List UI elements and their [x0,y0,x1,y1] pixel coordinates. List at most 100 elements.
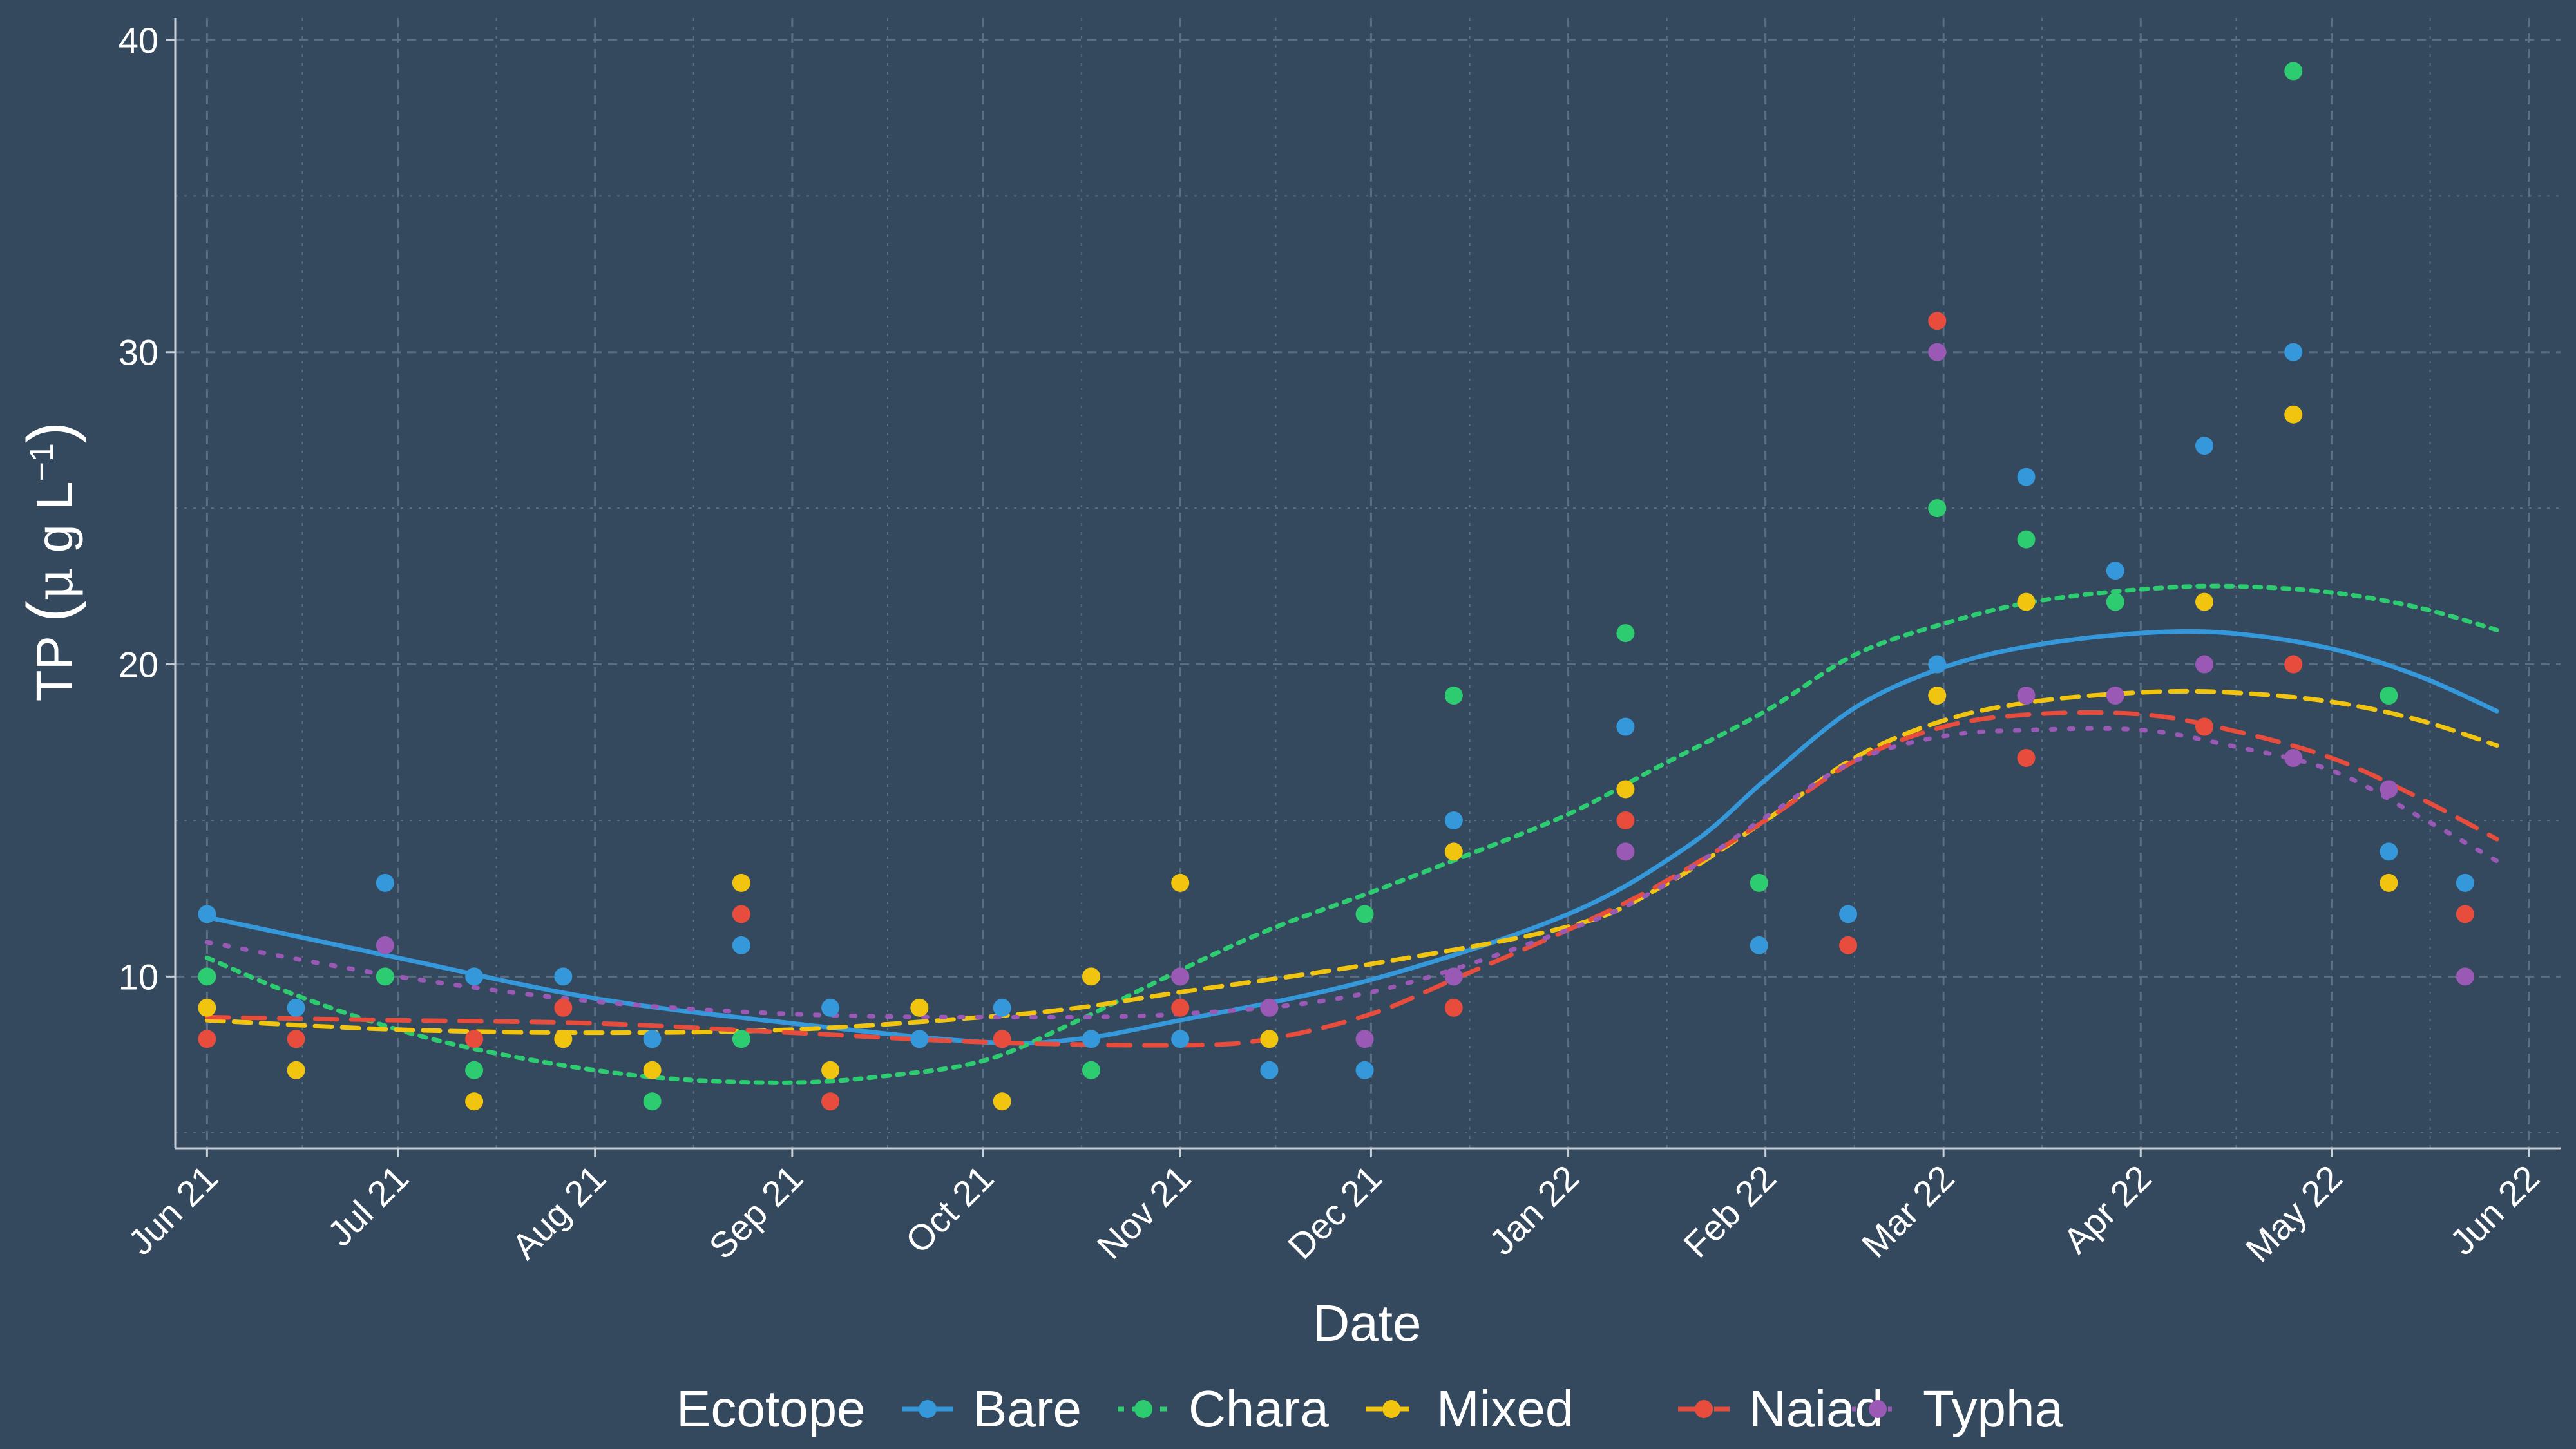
legend-item-typha: Typha [1852,1380,2063,1437]
legend-label-bare: Bare [973,1380,1082,1437]
point-chara [1750,873,1768,892]
point-bare [2456,873,2474,892]
point-bare [1928,655,1947,674]
point-bare [2284,343,2303,361]
point-mixed [2380,873,2398,892]
point-bare [643,1030,662,1048]
point-bare [1839,905,1858,923]
point-typha [376,936,394,954]
y-axis-title-exponent: −1 [23,443,61,481]
point-naiad [993,1030,1011,1048]
point-typha [2380,780,2398,799]
point-bare [465,967,484,986]
point-naiad [2195,717,2214,736]
x-tick-label: Jan 22 [1482,1157,1587,1262]
x-tick-label: Oct 21 [897,1157,1001,1261]
point-bare [2195,437,2214,455]
trend-line-mixed [204,688,2499,1036]
point-naiad [732,905,750,923]
trend-line-typha [204,726,2499,1020]
point-bare [2380,842,2398,861]
point-mixed [1171,873,1190,892]
y-axis-title-main: TP [26,636,83,701]
trend-line-chara [204,583,2499,1085]
point-chara [643,1092,662,1111]
point-bare [993,998,1011,1017]
point-bare [376,873,394,892]
legend-label-typha: Typha [1923,1380,2063,1437]
x-tick-label: Jun 22 [2442,1157,2547,1262]
point-typha [2017,687,2036,705]
point-mixed [1444,842,1463,861]
point-typha [1260,998,1279,1017]
point-bare [1171,1030,1190,1048]
point-chara [732,1030,750,1048]
point-bare [732,936,750,954]
point-naiad [1839,936,1858,954]
x-tick-label: Jul 21 [320,1157,416,1254]
point-bare [198,905,216,923]
point-bare [2017,468,2036,486]
point-chara [1616,624,1635,643]
point-bare [2106,562,2124,580]
point-bare [1082,1030,1100,1048]
point-chara [2106,592,2124,611]
trend-lines [204,583,2499,1085]
x-tick-label: Nov 21 [1089,1157,1199,1267]
point-typha [2106,687,2124,705]
point-naiad [198,1030,216,1048]
point-mixed [1082,967,1100,986]
legend-key-point-naiad [1695,1400,1713,1418]
point-mixed [2195,592,2214,611]
point-bare [821,998,840,1017]
legend-key-point-typha [1869,1400,1887,1418]
y-axis-title-mu: μ [24,567,84,601]
point-typha [1616,842,1635,861]
trend-line-bare [204,629,2499,1046]
point-chara [376,967,394,986]
x-tick-label: Dec 21 [1280,1157,1389,1267]
axes [166,18,2561,1157]
point-chara [1928,499,1947,518]
point-mixed [732,873,750,892]
point-naiad [287,1030,305,1048]
point-chara [1444,687,1463,705]
legend-key-point-bare [919,1400,937,1418]
x-tick-label: Feb 22 [1675,1157,1784,1265]
legend-key-point-mixed [1382,1400,1400,1418]
point-mixed [2017,592,2036,611]
legend-item-chara: Chara [1118,1380,1329,1437]
point-mixed [821,1061,840,1079]
point-typha [1928,343,1947,361]
point-typha [1355,1030,1374,1048]
y-axis-title-close: ) [14,422,86,443]
point-bare [1355,1061,1374,1079]
point-mixed [198,998,216,1017]
y-axis-title-g: g [26,524,83,553]
point-naiad [2456,905,2474,923]
point-bare [1750,936,1768,954]
point-mixed [554,1030,573,1048]
point-bare [554,967,573,986]
legend-label-mixed: Mixed [1436,1380,1574,1437]
point-mixed [465,1092,484,1111]
point-typha [2456,967,2474,986]
legend-item-naiad: Naiad [1678,1380,1884,1437]
point-mixed [910,998,929,1017]
point-naiad [1444,998,1463,1017]
point-chara [2017,530,2036,549]
point-mixed [1616,780,1635,799]
point-naiad [554,998,573,1017]
point-mixed [1928,687,1947,705]
y-tick-label: 10 [119,956,158,997]
x-tick-label: Apr 22 [2056,1157,2159,1261]
y-tick-label: 30 [119,332,158,373]
legend-title: Ecotope [676,1380,866,1437]
point-typha [1444,967,1463,986]
point-chara [465,1061,484,1079]
point-naiad [465,1030,484,1048]
x-tick-label: Sep 21 [701,1157,810,1267]
point-mixed [993,1092,1011,1111]
tick-labels: 10 20 30 40 Jun 21 Jul 21 Aug 21 Sep 21 Oct 21 No… [119,20,2547,1269]
